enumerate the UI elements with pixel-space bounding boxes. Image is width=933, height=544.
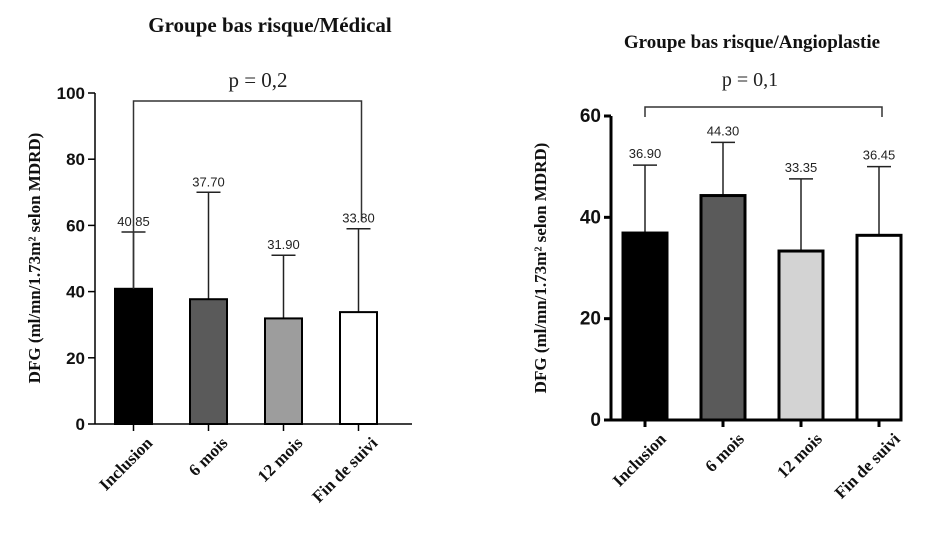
chart-angioplastie: Groupe bas risque/Angioplastie DFG (ml/m… xyxy=(531,32,904,502)
chart-medical-pvalue: p = 0,2 xyxy=(228,68,287,92)
chart-angioplastie-data-label: 33.35 xyxy=(785,160,818,175)
chart-angioplastie-title: Groupe bas risque/Angioplastie xyxy=(624,32,880,53)
chart-medical-ylabel: DFG (ml/mn/1.73m² selon MDRD) xyxy=(25,133,44,384)
chart-medical-category-label: Fin de suivi xyxy=(308,433,381,506)
chart-angioplastie-ylabel: DFG (ml/mn/1.73m² selon MDRD) xyxy=(531,143,550,394)
chart-medical-significance-bracket xyxy=(132,100,363,289)
chart-medical-bar xyxy=(114,287,153,425)
chart-angioplastie-data-label: 36.90 xyxy=(629,146,662,161)
chart-angioplastie-data-label: 44.30 xyxy=(707,123,740,138)
chart-angioplastie-category-label: 6 mois xyxy=(701,429,748,476)
chart-medical-ytick-label: 60 xyxy=(66,216,85,235)
chart-angioplastie-bar xyxy=(855,233,903,422)
chart-medical: Groupe bas risque/Médical DFG (ml/mn/1.7… xyxy=(25,13,412,506)
chart-medical-category-label: 6 mois xyxy=(185,433,232,480)
chart-angioplastie-pvalue: p = 0,1 xyxy=(722,69,778,91)
chart-angioplastie-bar xyxy=(777,249,825,422)
chart-medical-data-label: 33.80 xyxy=(342,211,375,226)
chart-medical-ytick-label: 100 xyxy=(57,84,85,103)
chart-angioplastie-significance-bracket xyxy=(644,106,883,117)
chart-angioplastie-bar xyxy=(699,194,747,422)
chart-medical-category-label: Inclusion xyxy=(95,433,156,494)
chart-medical-data-label: 37.70 xyxy=(192,174,225,189)
chart-angioplastie-ytick-label: 40 xyxy=(580,207,601,228)
chart-angioplastie-ytick-label: 60 xyxy=(580,106,601,127)
chart-medical-data-label: 31.90 xyxy=(267,237,300,252)
chart-medical-ytick-label: 80 xyxy=(66,150,85,169)
chart-medical-bar xyxy=(339,311,378,426)
chart-angioplastie-category-label: Inclusion xyxy=(609,429,670,490)
chart-angioplastie-category-label: 12 mois xyxy=(773,429,826,482)
chart-medical-ytick-label: 40 xyxy=(66,283,85,302)
chart-angioplastie-data-label: 36.45 xyxy=(863,148,896,163)
chart-medical-bar xyxy=(189,298,228,426)
chart-angioplastie-category-label: Fin de suivi xyxy=(831,429,904,502)
chart-angioplastie-ytick-label: 0 xyxy=(590,410,601,431)
chart-medical-bar xyxy=(264,317,303,426)
chart-medical-category-label: 12 mois xyxy=(254,433,307,486)
chart-angioplastie-ytick-label: 20 xyxy=(580,309,601,330)
chart-medical-ytick-label: 20 xyxy=(66,349,85,368)
chart-medical-title: Groupe bas risque/Médical xyxy=(148,13,392,37)
chart-medical-ytick-label: 0 xyxy=(76,415,85,434)
chart-angioplastie-bar xyxy=(621,231,669,422)
